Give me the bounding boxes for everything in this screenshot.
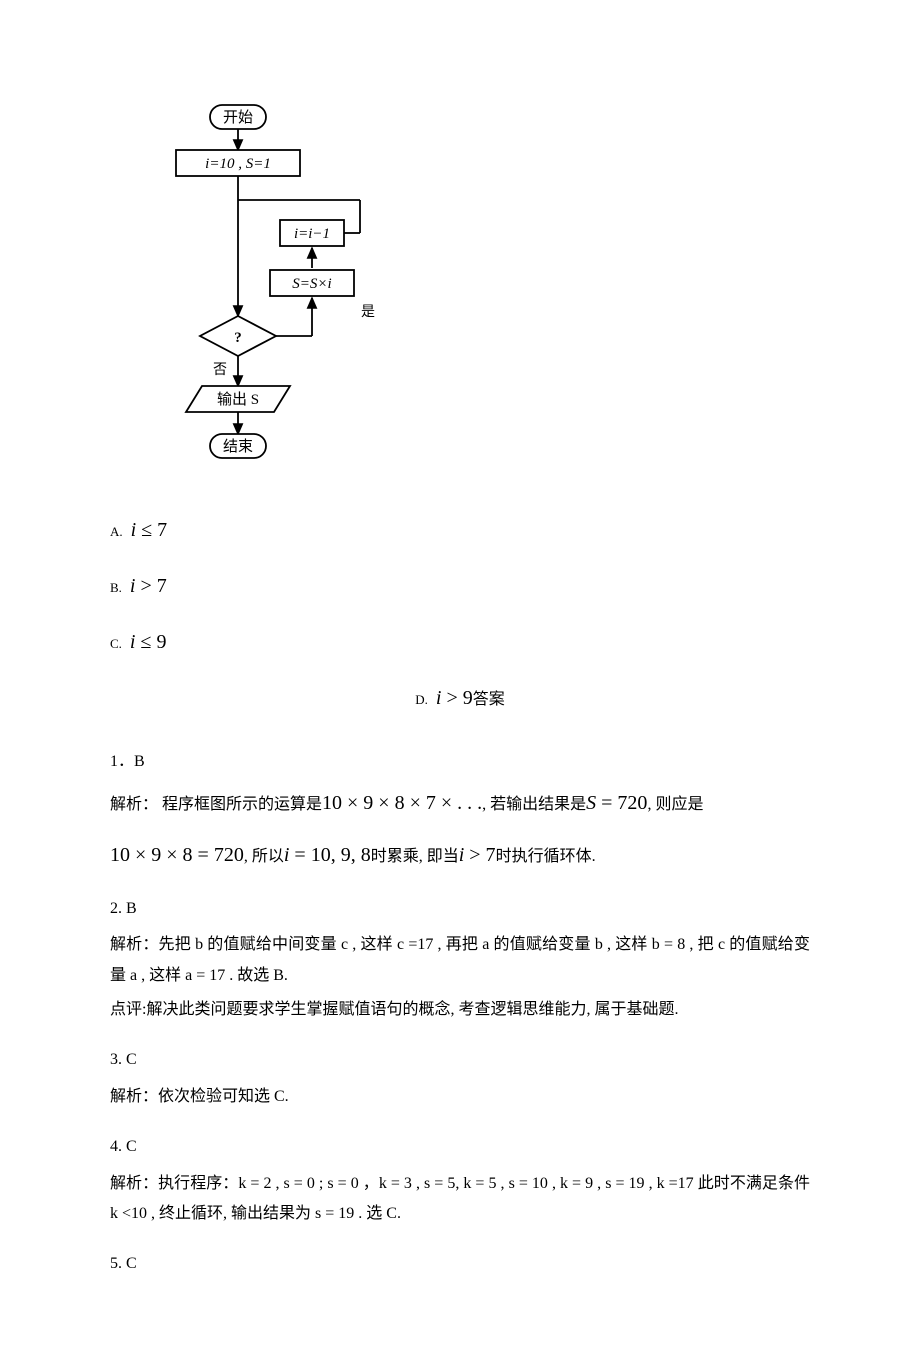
choice-d-label: D. (415, 688, 428, 713)
sol1-p2-mid2: 时累乘, 即当 (371, 848, 459, 865)
node-out: 输出 S (217, 391, 259, 408)
sol2-num: 2. B (110, 894, 810, 924)
flowchart-svg: 开始 i=10 , S=1 i=i−1 S=S×i (140, 100, 400, 470)
sol1-p2-m3r: > 7 (464, 844, 495, 866)
node-mul: S=S×i (292, 276, 331, 292)
choice-c: C. i ≤ 9 (110, 623, 810, 661)
choice-d-rel: > 9 (441, 687, 472, 709)
sol1-p1-m2r: = 720 (596, 792, 647, 814)
sol3-num: 3. C (110, 1045, 810, 1075)
node-start: 开始 (223, 109, 253, 126)
sol5-num: 5. C (110, 1249, 810, 1279)
choice-b: B. i > 7 (110, 567, 810, 605)
choice-a-label: A. (110, 520, 123, 545)
choice-c-label: C. (110, 632, 122, 657)
choice-d-row: D. i > 9答案 (110, 679, 810, 717)
sol4-p1: 解析：执行程序：k = 2 , s = 0 ; s = 0 ，k = 3 , s… (110, 1169, 810, 1230)
sol1-p1-m1: 10 × 9 × 8 × 7 × . . . (322, 792, 482, 814)
sol1-p2-tail: 时执行循环体. (496, 848, 596, 865)
node-init: i=10 , S=1 (205, 156, 271, 172)
sol2-p1: 解析：先把 b 的值赋给中间变量 c , 这样 c =17 , 再把 a 的值赋… (110, 930, 810, 991)
choice-a-rel: ≤ 7 (136, 519, 167, 541)
sol1-p2-m2r: = 10, 9, 8 (289, 844, 370, 866)
sol1-p2: 10 × 9 × 8 = 720, 所以i = 10, 9, 8时累乘, 即当i… (110, 836, 810, 874)
sol1-p1: 解析： 程序框图所示的运算是10 × 9 × 8 × 7 × . . ., 若输… (110, 784, 810, 822)
sol1-p1-prefix: 解析： 程序框图所示的运算是 (110, 796, 322, 813)
choice-c-rel: ≤ 9 (135, 631, 166, 653)
sol1-p1-m2v: S (586, 792, 596, 814)
sol1-p2-m1: 10 × 9 × 8 = 720 (110, 844, 244, 866)
label-no: 否 (213, 363, 227, 378)
choice-a: A. i ≤ 7 (110, 511, 810, 549)
sol1-num: 1．B (110, 747, 810, 777)
sol1-p2-mid1: , 所以 (244, 848, 284, 865)
sol3-p1: 解析：依次检验可知选 C. (110, 1082, 810, 1112)
node-dec: i=i−1 (294, 226, 330, 242)
choice-b-rel: > 7 (135, 575, 166, 597)
sol1-p1-mid1: , 若输出结果是 (482, 796, 586, 813)
label-yes: 是 (361, 305, 375, 320)
flowchart: 开始 i=10 , S=1 i=i−1 S=S×i (140, 100, 810, 481)
page: 开始 i=10 , S=1 i=i−1 S=S×i (0, 0, 920, 1366)
choice-b-label: B. (110, 576, 122, 601)
answer-heading: 答案 (473, 691, 505, 708)
sol1-p1-tail: , 则应是 (647, 796, 703, 813)
sol4-num: 4. C (110, 1132, 810, 1162)
node-cond: ? (234, 330, 242, 346)
sol2-p2: 点评:解决此类问题要求学生掌握赋值语句的概念, 考查逻辑思维能力, 属于基础题. (110, 995, 810, 1025)
node-end: 结束 (223, 438, 253, 455)
